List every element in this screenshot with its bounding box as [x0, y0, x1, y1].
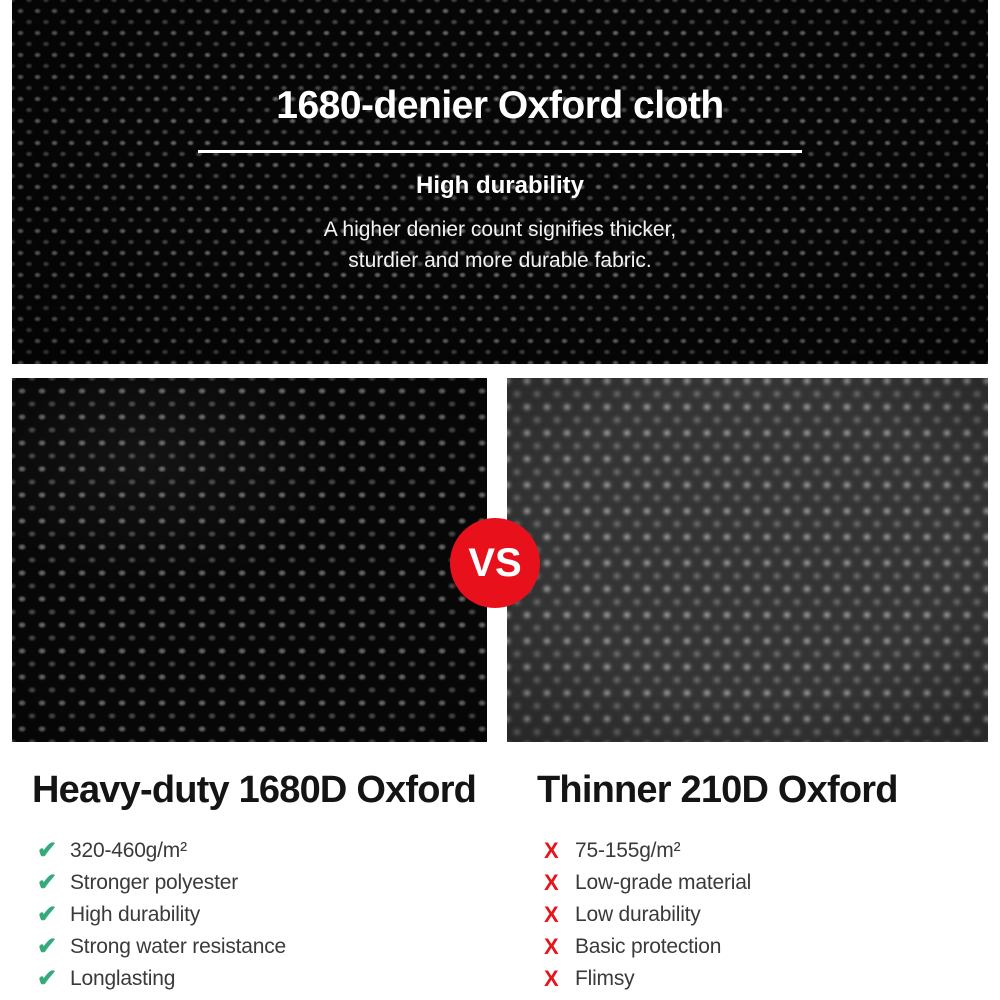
check-icon: ✔ — [37, 964, 58, 992]
list-item: X Basic protection — [537, 931, 987, 963]
list-item-label: 75-155g/m² — [575, 839, 681, 863]
x-icon: X — [544, 965, 559, 991]
comparison-right-list: X 75-155g/m² X Low-grade material X Low … — [537, 835, 987, 995]
comparison-left-column: Heavy-duty 1680D Oxford ✔ 320-460g/m² ✔ … — [32, 769, 502, 995]
list-item: ✔ High durability — [32, 899, 502, 931]
comparison-left-heading: Heavy-duty 1680D Oxford — [32, 769, 477, 811]
comparison-right-column: Thinner 210D Oxford X 75-155g/m² X Low-g… — [537, 769, 987, 995]
list-item-label: Flimsy — [575, 967, 635, 991]
x-icon: X — [544, 869, 559, 895]
list-item-label: 320-460g/m² — [70, 839, 187, 863]
list-item: ✔ Stronger polyester — [32, 867, 502, 899]
list-item-label: Stronger polyester — [70, 871, 238, 895]
hero-description: A higher denier count signifies thicker,… — [12, 214, 988, 276]
fabric-210d-image — [507, 378, 988, 742]
check-icon: ✔ — [37, 836, 58, 864]
list-item: X 75-155g/m² — [537, 835, 987, 867]
hero-description-line2: sturdier and more durable fabric. — [348, 248, 652, 272]
comparison-right-heading: Thinner 210D Oxford — [537, 769, 898, 811]
list-item-label: Basic protection — [575, 935, 722, 959]
hero-panel: 1680-denier Oxford cloth High durability… — [12, 0, 988, 364]
hero-content: 1680-denier Oxford cloth High durability… — [12, 0, 988, 276]
list-item-label: Longlasting — [70, 967, 176, 991]
x-icon: X — [544, 837, 559, 863]
vs-label: VS — [468, 541, 522, 585]
list-item-label: Low-grade material — [575, 871, 752, 895]
x-icon: X — [544, 933, 559, 959]
x-icon: X — [544, 901, 559, 927]
list-item: X Low-grade material — [537, 867, 987, 899]
check-icon: ✔ — [37, 868, 58, 896]
list-item: ✔ Longlasting — [32, 963, 502, 995]
comparison-left-list: ✔ 320-460g/m² ✔ Stronger polyester ✔ Hig… — [32, 835, 502, 995]
list-item-label: Low durability — [575, 903, 701, 927]
list-item-label: High durability — [70, 903, 201, 927]
vs-badge: VS — [450, 518, 540, 608]
fabric-1680d-image — [12, 378, 487, 742]
list-item: X Flimsy — [537, 963, 987, 995]
hero-title: 1680-denier Oxford cloth — [276, 84, 724, 127]
check-icon: ✔ — [37, 932, 58, 960]
list-item-label: Strong water resistance — [70, 935, 287, 959]
hero-description-line1: A higher denier count signifies thicker, — [323, 217, 677, 241]
list-item: ✔ Strong water resistance — [32, 931, 502, 963]
list-item: X Low durability — [537, 899, 987, 931]
list-item: ✔ 320-460g/m² — [32, 835, 502, 867]
hero-divider — [198, 149, 802, 153]
fabric-210d-texture — [507, 378, 988, 742]
check-icon: ✔ — [37, 900, 58, 928]
hero-subtitle: High durability — [416, 171, 584, 199]
